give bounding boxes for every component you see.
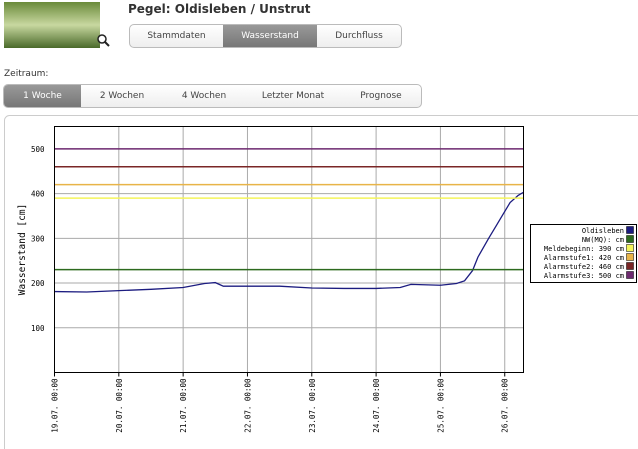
legend-label: Alarmstufe2: 460 cm <box>544 263 624 271</box>
tab[interactable]: Stammdaten <box>147 31 206 41</box>
tab[interactable]: Wasserstand <box>223 25 317 47</box>
tab[interactable]: Prognose <box>360 91 402 101</box>
x-tick-label: 21.07. 00:00 <box>179 378 188 433</box>
y-tick-label: 200 <box>31 279 45 288</box>
legend-label: NW(MQ): cm <box>582 236 624 244</box>
y-tick-label: 400 <box>31 190 45 199</box>
legend-swatch <box>626 235 634 243</box>
legend-box <box>530 224 637 283</box>
legend-label: Oldisleben <box>582 227 624 235</box>
x-tick-label: 20.07. 00:00 <box>115 378 124 433</box>
y-axis-label: Wasserstand [cm] <box>17 204 28 296</box>
tab[interactable]: 1 Woche <box>4 85 81 107</box>
tab[interactable]: 2 Wochen <box>99 91 145 101</box>
thumbnail[interactable] <box>4 2 114 50</box>
y-tick-label: 100 <box>31 324 45 333</box>
legend-swatch <box>626 262 634 270</box>
period-tabs: 1 Woche 2 Wochen 4 Wochen Letzter Monat … <box>3 84 422 108</box>
view-tabs: Stammdaten Wasserstand Durchfluss <box>129 24 402 48</box>
y-tick-label: 300 <box>31 234 45 243</box>
plot-border <box>54 126 524 373</box>
x-tick-label: 19.07. 00:00 <box>51 378 60 433</box>
chart-panel <box>4 115 638 449</box>
legend-swatch <box>626 244 634 252</box>
data-line <box>54 191 524 293</box>
photo <box>4 2 100 48</box>
tab[interactable]: 4 Wochen <box>181 91 227 101</box>
legend-label: Alarmstufe3: 500 cm <box>544 272 624 280</box>
legend-label: Alarmstufe1: 420 cm <box>544 254 624 262</box>
title: Pegel: Oldisleben / Unstrut <box>128 2 311 16</box>
x-tick-label: 22.07. 00:00 <box>243 378 252 433</box>
legend-swatch <box>626 271 634 279</box>
legend-swatch <box>626 226 634 234</box>
tab[interactable]: Letzter Monat <box>261 91 325 101</box>
x-tick-label: 26.07. 00:00 <box>501 378 510 433</box>
x-tick-label: 23.07. 00:00 <box>308 378 317 433</box>
zoom-icon <box>97 34 107 44</box>
x-tick-label: 25.07. 00:00 <box>436 378 445 433</box>
tab[interactable]: Durchfluss <box>335 31 383 41</box>
x-tick-label: 24.07. 00:00 <box>372 378 381 433</box>
legend-label: Meldebeginn: 390 cm <box>544 245 624 253</box>
legend-swatch <box>626 253 634 261</box>
zoom-icon-handle <box>104 41 110 47</box>
period-label: Zeitraum: <box>4 69 49 79</box>
plot-area <box>54 126 524 373</box>
y-tick-label: 500 <box>31 145 45 154</box>
